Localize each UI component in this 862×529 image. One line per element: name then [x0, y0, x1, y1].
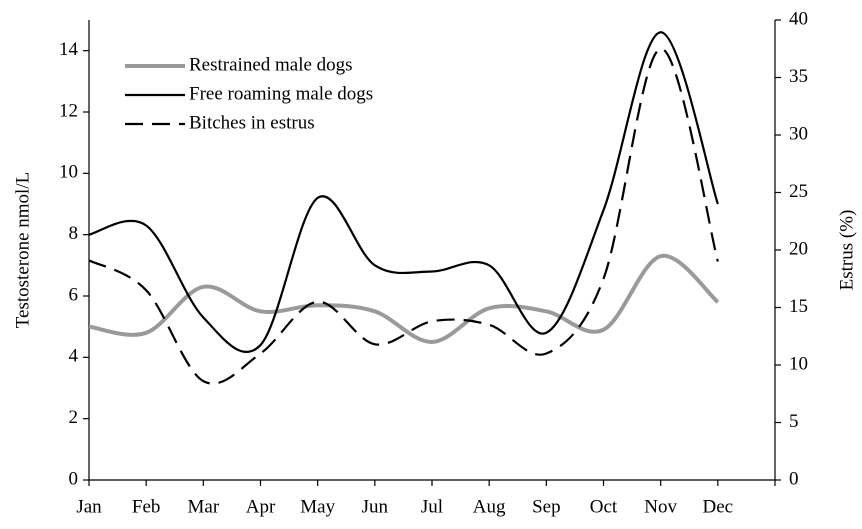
y2-tick-label: 15	[789, 296, 808, 317]
y2-tick-label: 30	[789, 123, 808, 144]
series-line	[88, 254, 720, 345]
y-tick-label: 14	[59, 39, 79, 60]
y-axis-title: Testosterone nmol/L	[12, 172, 33, 328]
x-tick-label: Jan	[76, 496, 102, 517]
x-tick-label: Mar	[188, 496, 220, 517]
legend-label: Free roaming male dogs	[189, 83, 373, 104]
x-tick-label: Apr	[246, 496, 276, 517]
y-tick-label: 12	[59, 100, 78, 121]
y2-tick-label: 25	[789, 181, 808, 202]
x-tick-label: Aug	[473, 496, 506, 517]
y2-tick-label: 10	[789, 353, 808, 374]
x-tick-label: Jun	[362, 496, 389, 517]
x-tick-label: Feb	[132, 496, 161, 517]
x-tick-label: Jul	[421, 496, 443, 517]
y2-tick-label: 0	[789, 468, 799, 489]
y2-axis-title: Estrus (%)	[836, 210, 857, 291]
y2-tick-label: 20	[789, 238, 808, 259]
x-tick-label: Nov	[644, 496, 677, 517]
y-tick-label: 0	[69, 468, 79, 489]
y2-tick-label: 5	[789, 411, 799, 432]
y2-tick-label: 35	[789, 66, 808, 87]
series-line	[88, 31, 719, 353]
legend-label: Restrained male dogs	[189, 54, 353, 75]
y-tick-label: 6	[69, 284, 79, 305]
x-tick-label: Oct	[590, 496, 618, 517]
x-tick-label: Sep	[532, 496, 561, 517]
y2-tick-label: 40	[789, 8, 808, 29]
y-tick-label: 4	[69, 346, 79, 367]
y-tick-label: 2	[69, 407, 79, 428]
legend-label: Bitches in estrus	[189, 112, 315, 133]
series-line	[88, 47, 719, 385]
x-tick-label: May	[300, 496, 335, 517]
y-tick-label: 8	[69, 223, 79, 244]
x-tick-label: Dec	[703, 496, 734, 517]
y-tick-label: 10	[59, 162, 78, 183]
